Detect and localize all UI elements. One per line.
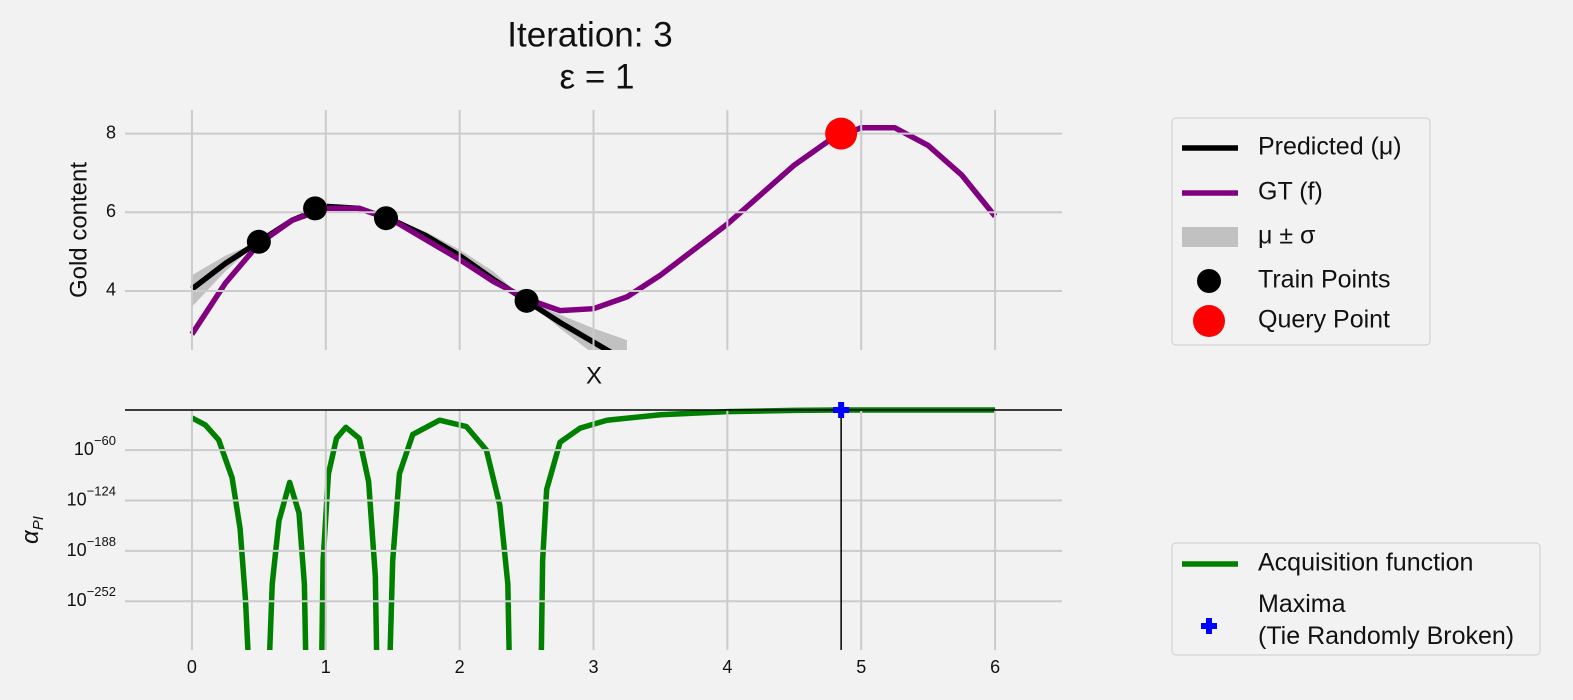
- legend-swatch: [1201, 618, 1217, 634]
- legend-label: Train Points: [1258, 266, 1390, 294]
- x-tick-label: 6: [990, 657, 1000, 677]
- legend-swatch: [1193, 305, 1225, 337]
- y-tick-label: 10−124: [67, 484, 116, 509]
- legend-label: Predicted (μ): [1258, 133, 1402, 161]
- maxima-marker: [833, 402, 850, 418]
- legend-box: [1171, 117, 1431, 346]
- legend-label: Query Point: [1258, 306, 1390, 334]
- y-tick-label: 4: [106, 280, 116, 300]
- point: [246, 229, 271, 254]
- subtitle: ε = 1: [560, 57, 635, 96]
- x-tick-label: 4: [722, 657, 732, 677]
- x-tick-label: 2: [455, 657, 465, 677]
- legend-box: [1171, 542, 1541, 656]
- x-tick-label: 3: [588, 657, 598, 677]
- y-axis-label: Gold content: [65, 162, 92, 298]
- y-tick-label: 10−188: [67, 534, 116, 559]
- y-tick-label: 10−252: [67, 585, 116, 610]
- point: [514, 288, 539, 313]
- legend-swatch: [1197, 269, 1221, 293]
- x-tick-label: 0: [187, 657, 197, 677]
- legend-label: μ ± σ: [1258, 222, 1316, 250]
- plot-area: [190, 407, 996, 650]
- title: Iteration: 3: [507, 15, 672, 54]
- legend-swatch: [1182, 227, 1238, 247]
- legend-label: Maxima (Tie Randomly Broken): [1258, 590, 1514, 650]
- x-axis-label: X: [586, 362, 602, 389]
- y-axis-label: αPI: [17, 516, 47, 544]
- y-tick-label: 10−60: [74, 434, 116, 459]
- legend-label: GT (f): [1258, 178, 1323, 206]
- series-line: [190, 407, 996, 650]
- legend-label: Acquisition function: [1258, 549, 1473, 577]
- x-tick-label: 1: [321, 657, 331, 677]
- point: [303, 196, 328, 221]
- x-tick-label: 5: [856, 657, 866, 677]
- y-tick-label: 8: [106, 122, 116, 142]
- y-tick-label: 6: [106, 201, 116, 221]
- point: [825, 117, 858, 150]
- point: [374, 206, 399, 231]
